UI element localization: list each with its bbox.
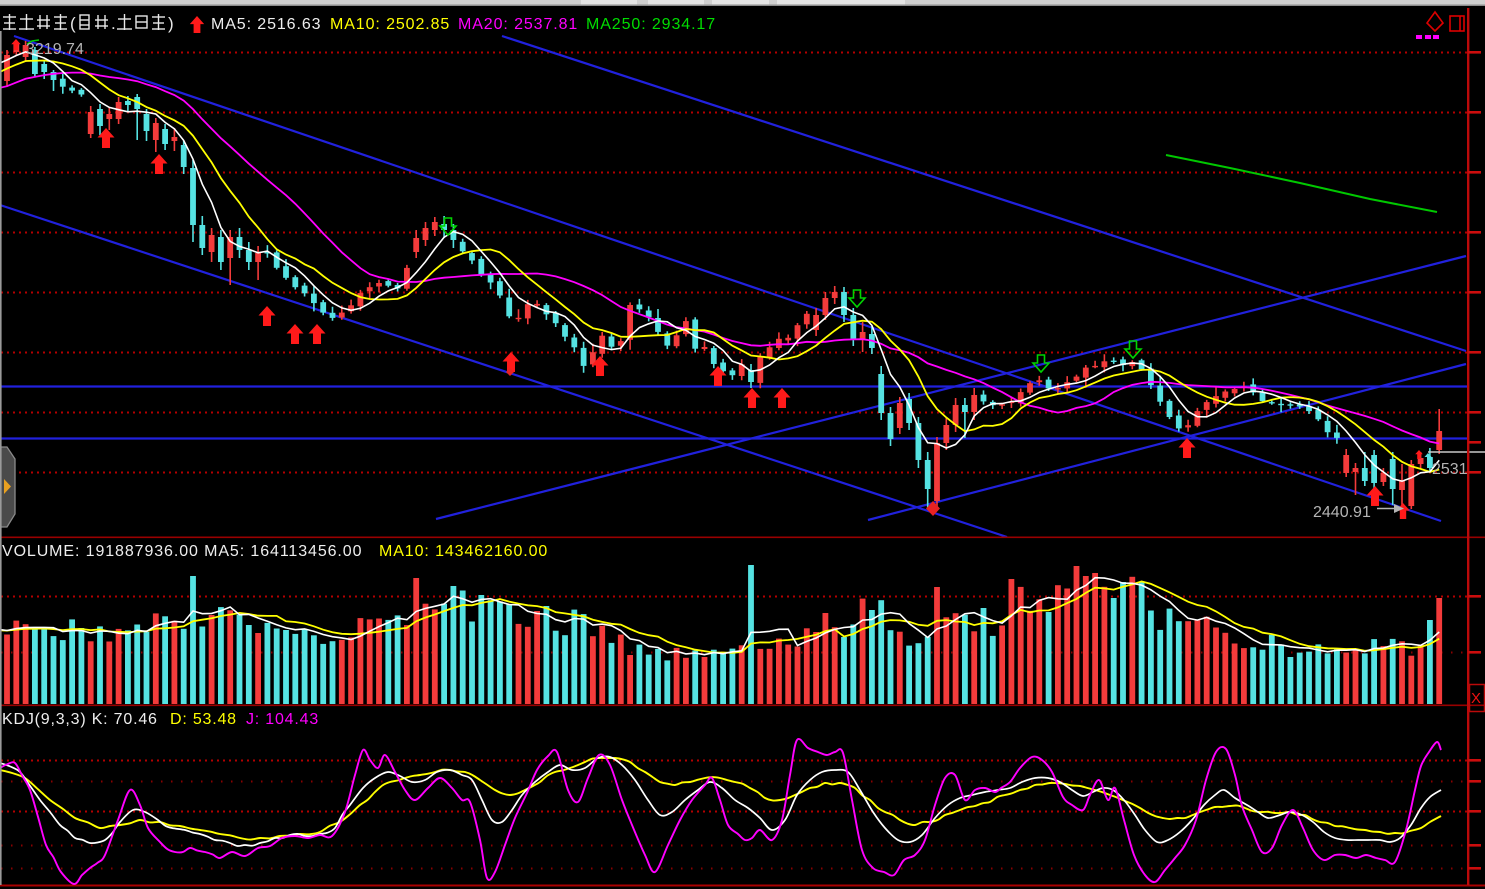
svg-text:KDJ(9,3,3) K: 70.46: KDJ(9,3,3) K: 70.46 (2, 711, 158, 728)
svg-text:.: . (111, 14, 116, 33)
svg-text:3219.74: 3219.74 (26, 41, 84, 58)
svg-text:MA20: 2537.81: MA20: 2537.81 (458, 16, 578, 33)
svg-text:J: 104.43: J: 104.43 (246, 711, 319, 728)
svg-text:D: 53.48: D: 53.48 (170, 711, 237, 728)
svg-text:X: X (1471, 690, 1481, 707)
svg-text:2440.91: 2440.91 (1313, 504, 1371, 521)
svg-text:MA10: 143462160.00: MA10: 143462160.00 (379, 543, 548, 560)
svg-text:MA250: 2934.17: MA250: 2934.17 (586, 16, 716, 33)
svg-text:(: ( (70, 14, 76, 33)
svg-text:MA5: 2516.63: MA5: 2516.63 (211, 16, 321, 33)
svg-text:VOLUME: 191887936.00 MA5: 1641: VOLUME: 191887936.00 MA5: 164113456.00 (2, 543, 362, 560)
svg-text:): ) (168, 14, 174, 33)
svg-text:2531: 2531 (1432, 461, 1468, 478)
svg-text:MA10: 2502.85: MA10: 2502.85 (330, 16, 450, 33)
